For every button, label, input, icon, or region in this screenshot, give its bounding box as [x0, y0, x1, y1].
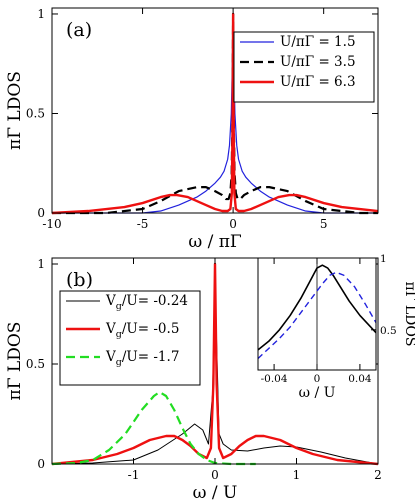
series-line-3 — [51, 12, 379, 215]
x-tick-label: -5 — [137, 217, 149, 231]
panel-b: -1 0 1 2 0 0.5 1 ω / U πΓ LDOS (b) Vg/U= -0.24 Vg/U… — [5, 257, 382, 502]
series-line-3 — [51, 390, 256, 466]
legend-label-3: U/πΓ = 6.3 — [280, 74, 356, 90]
panel-label: (a) — [66, 19, 92, 41]
legend-label-1: Vg/U= -0.24 — [105, 293, 188, 312]
y-tick-label: 0.5 — [26, 357, 45, 371]
series-line-2 — [257, 271, 377, 360]
x-tick-label: 0 — [211, 468, 219, 482]
x-tick-label: 0 — [314, 373, 321, 385]
plot-frame — [51, 7, 379, 214]
legend-label-2: Vg/U= -0.5 — [105, 321, 179, 340]
x-tick-label: -0.04 — [261, 373, 288, 385]
x-axis-label: ω / U — [299, 385, 336, 401]
x-tick-label: -1 — [128, 468, 140, 482]
x-tick-label: -10 — [42, 217, 61, 231]
series-line-1 — [257, 264, 377, 351]
y-tick-label: 1 — [380, 253, 387, 265]
panel-a: -10 -5 0 5 0 0.5 1 ω / πΓ πΓ LDOS (a) U/πΓ = 1.5 U/… — [5, 7, 379, 252]
y-tick-label: 0.5 — [380, 325, 397, 337]
panel-label: (b) — [66, 269, 93, 291]
y-tick-label: 0.5 — [26, 106, 45, 120]
y-tick-label: 1 — [37, 7, 45, 21]
x-axis-label: ω / πΓ — [188, 232, 242, 252]
x-tick-label: 5 — [320, 217, 328, 231]
legend-box — [59, 290, 201, 386]
panel-inset: -0.04 0 0.04 0.5 1 ω / U πΓ LDOS — [257, 253, 415, 401]
legend-label-2: U/πΓ = 3.5 — [280, 54, 356, 70]
y-tick-label: 1 — [37, 257, 45, 271]
x-axis-label: ω / U — [193, 483, 238, 502]
x-tick-label: 0 — [229, 217, 237, 231]
x-tick-label: 1 — [293, 468, 301, 482]
y-axis-label: πΓ LDOS — [402, 282, 415, 347]
y-tick-label: 0 — [37, 457, 45, 471]
x-tick-label: 2 — [374, 468, 382, 482]
y-axis-label: πΓ LDOS — [5, 71, 25, 150]
legend-label-1: U/πΓ = 1.5 — [280, 34, 356, 50]
y-axis-label: πΓ LDOS — [5, 322, 25, 401]
legend-box — [233, 31, 375, 103]
y-tick-label: 0 — [37, 206, 45, 220]
x-tick-label: 0.04 — [348, 373, 372, 385]
legend-label-3: Vg/U= -1.7 — [105, 349, 179, 368]
